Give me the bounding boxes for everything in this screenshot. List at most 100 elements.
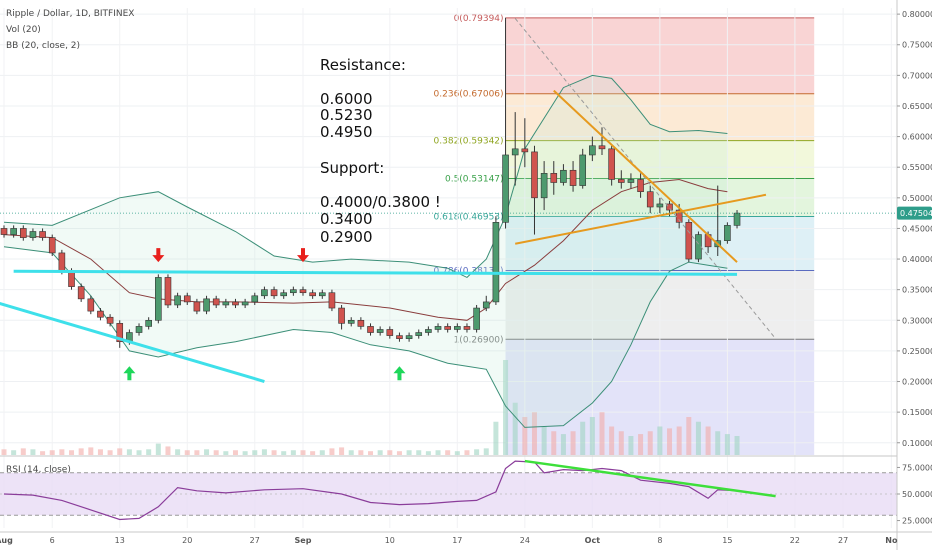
candle-body: [724, 225, 731, 241]
candle-body: [68, 271, 75, 287]
candle-body: [212, 298, 220, 306]
candle-body: [77, 286, 85, 300]
volume-bar: [416, 450, 422, 455]
volume-bar: [88, 447, 94, 455]
grid: [0, 8, 897, 528]
time-axis-label: Sep: [295, 536, 312, 545]
price-axis-label: 0.35000: [902, 286, 932, 295]
candle-body: [511, 148, 519, 156]
volume-bar: [454, 451, 460, 455]
volume-bar: [599, 412, 605, 455]
volume-bar: [503, 360, 509, 455]
volume-bar: [570, 431, 576, 455]
volume-bar: [310, 451, 316, 455]
price-axis-label: 0.60000: [902, 133, 932, 142]
volume-bar: [339, 447, 345, 455]
candle-body: [617, 179, 625, 183]
rsi-band-fill: [0, 472, 897, 516]
price-axis-label: 0.75000: [902, 41, 932, 50]
time-axis-label: 15: [722, 536, 732, 545]
candle-body: [492, 222, 500, 303]
rsi-axis-label: 50.0000: [902, 490, 932, 499]
fib-trend-line: [514, 18, 777, 339]
fib-level-label: 0.5(0.53147): [445, 175, 504, 185]
candle-body: [251, 295, 259, 303]
candle-body: [10, 228, 17, 235]
candle-body: [87, 298, 95, 312]
price-axis-label: 0.10000: [902, 439, 932, 448]
candle-body: [290, 289, 297, 294]
price-axis-label: 0.70000: [902, 71, 932, 80]
volume-bar: [117, 448, 123, 455]
candle-body: [376, 329, 384, 333]
candle-body: [19, 228, 27, 238]
volume-bar: [435, 450, 441, 455]
candle-body: [338, 307, 345, 324]
candle-body: [579, 154, 587, 186]
candle-body: [106, 316, 114, 324]
volume-bar: [647, 431, 653, 455]
candle-body: [550, 173, 558, 183]
volume-bar: [242, 451, 248, 455]
candle-body: [454, 326, 461, 330]
volume-bar: [695, 421, 701, 455]
price-axis-label: 0.25000: [902, 347, 932, 356]
volume-bar: [493, 421, 499, 455]
candle-body: [367, 326, 374, 333]
green-up-arrow-icon: [393, 366, 406, 381]
candle-body: [425, 329, 432, 333]
volume-bar: [551, 431, 557, 455]
time-axis-label: Aug: [0, 536, 13, 545]
volume-bar: [59, 449, 65, 455]
volume-bar: [358, 450, 364, 455]
volume-bar: [406, 450, 412, 455]
volume-bar: [676, 426, 682, 455]
time-axis-label: 6: [50, 536, 55, 545]
candle-body: [656, 203, 664, 208]
volume-bar: [319, 450, 325, 455]
time-axis-label: 27: [838, 536, 848, 545]
volume-bar: [512, 402, 518, 455]
candle-body: [261, 289, 268, 297]
fib-level-label: 0.382(0.59342): [434, 137, 504, 147]
candle-body: [666, 203, 673, 211]
volume-bar: [175, 449, 181, 455]
volume-bar: [715, 431, 721, 455]
candle-body: [318, 292, 326, 297]
price-axis-label: 0.40000: [902, 255, 932, 264]
candle-body: [598, 145, 606, 150]
price-axis-label: 0.80000: [902, 10, 932, 19]
time-axis-label: 22: [790, 536, 800, 545]
volume-bar: [628, 436, 634, 455]
candle-body: [521, 148, 529, 153]
candle-body: [280, 292, 288, 297]
volume-bar: [348, 450, 354, 455]
volume-bar: [657, 426, 663, 455]
candle-body: [502, 154, 509, 223]
last-price-value: 0.47504: [900, 209, 932, 218]
volume-bar: [531, 412, 537, 455]
volume-bar: [1, 449, 7, 455]
candle-body: [608, 148, 615, 180]
time-axis-label: No: [885, 536, 898, 545]
candle-body: [299, 289, 307, 294]
volume-bar: [11, 450, 17, 455]
support-title: Support:: [320, 159, 384, 177]
volume-bar: [638, 434, 644, 455]
support-level: 0.3400: [320, 210, 373, 228]
candle-body: [560, 169, 567, 183]
candle-body: [463, 326, 471, 330]
bollinger-basis: [3, 178, 728, 321]
volume-bar: [126, 449, 132, 455]
volume-bar: [541, 426, 547, 455]
resistance-level: 0.6000: [320, 90, 373, 108]
volume-bar: [474, 449, 480, 455]
time-axis-label: 20: [182, 536, 192, 545]
volume-bar: [705, 426, 711, 455]
time-axis-label: Oct: [585, 536, 601, 545]
candle-body: [569, 169, 577, 186]
volume-bar: [560, 434, 566, 455]
volume-bar: [724, 434, 730, 455]
